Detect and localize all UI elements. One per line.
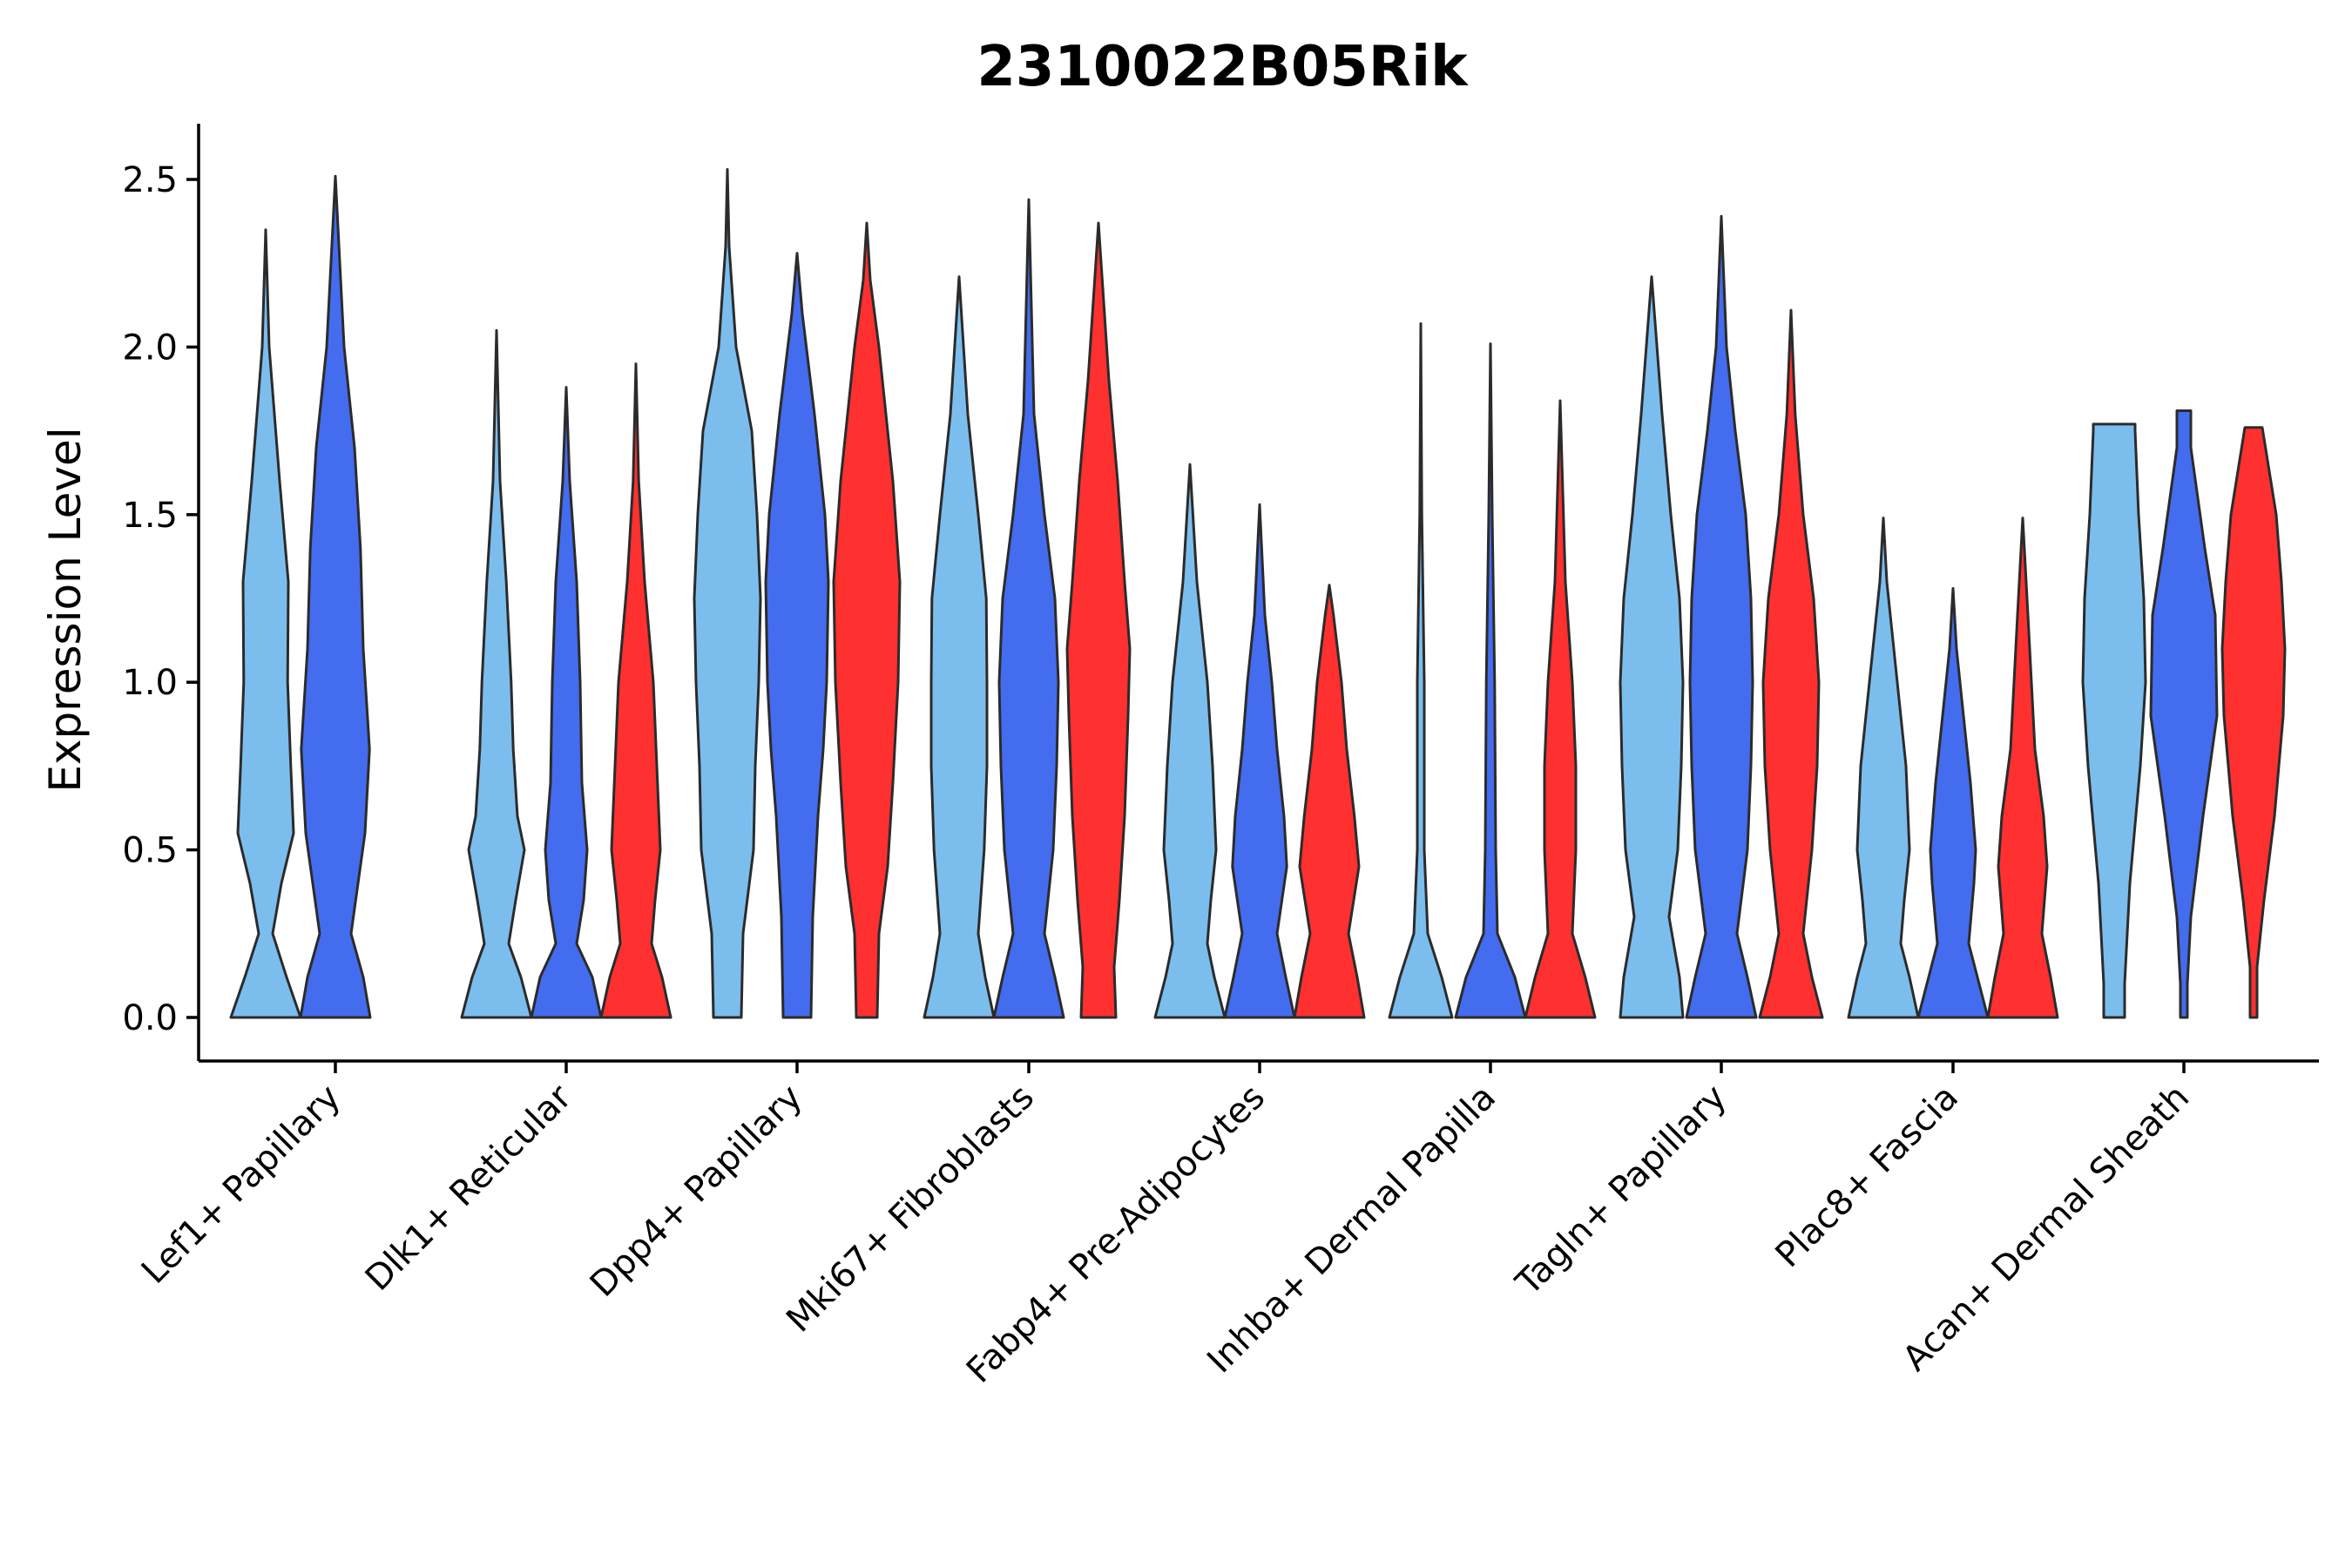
violin-red-2 bbox=[832, 221, 902, 1019]
violin-blue-3 bbox=[992, 198, 1065, 1019]
x-tick-label: Lef1+ Papillary bbox=[134, 1078, 348, 1292]
y-axis-title: Expression Level bbox=[40, 427, 91, 792]
violin-light-blue-8 bbox=[2081, 422, 2147, 1019]
x-tick-label: Plac8+ Fascia bbox=[1768, 1078, 1967, 1276]
chart-title: 2310022B05Rik bbox=[977, 35, 1469, 99]
y-tick-label: 1.5 bbox=[122, 496, 178, 536]
violin-group bbox=[229, 168, 2287, 1019]
violin-red-1 bbox=[599, 362, 672, 1019]
violin-blue-2 bbox=[764, 252, 830, 1019]
y-tick-label: 0.5 bbox=[122, 831, 178, 871]
x-tick-label: Dpp4+ Papillary bbox=[583, 1078, 810, 1305]
violin-blue-7 bbox=[1916, 587, 1990, 1019]
violin-light-blue-0 bbox=[229, 228, 302, 1019]
violin-red-4 bbox=[1293, 584, 1366, 1019]
y-tick-label: 2.0 bbox=[122, 328, 178, 368]
x-tick-label: Tagln+ Papillary bbox=[1508, 1078, 1734, 1304]
violin-red-7 bbox=[1986, 517, 2059, 1019]
violin-red-6 bbox=[1758, 308, 1824, 1019]
x-tick-label: Dlk1+ Reticular bbox=[358, 1077, 580, 1299]
violin-light-blue-3 bbox=[923, 275, 996, 1019]
violin-blue-1 bbox=[530, 386, 603, 1019]
violin-blue-0 bbox=[299, 174, 372, 1019]
violin-light-blue-4 bbox=[1153, 463, 1227, 1019]
violin-light-blue-7 bbox=[1847, 517, 1920, 1019]
violin-blue-8 bbox=[2149, 409, 2219, 1019]
violin-light-blue-6 bbox=[1619, 275, 1685, 1019]
y-tick-label: 1.0 bbox=[122, 663, 178, 703]
violin-blue-6 bbox=[1685, 214, 1758, 1019]
violin-red-5 bbox=[1524, 399, 1597, 1019]
y-tick-label: 0.0 bbox=[122, 998, 178, 1038]
violin-blue-4 bbox=[1223, 503, 1296, 1019]
violin-light-blue-5 bbox=[1388, 322, 1454, 1019]
x-axis: Lef1+ Papillary Dlk1+ Reticular Dpp4+ Papi… bbox=[134, 1059, 2319, 1391]
y-tick-label: 2.5 bbox=[122, 160, 178, 200]
violin-light-blue-1 bbox=[460, 328, 533, 1019]
x-tick-label: Mki67+ Fibroblasts bbox=[779, 1078, 1042, 1341]
violin-light-blue-2 bbox=[693, 168, 762, 1019]
violin-red-8 bbox=[2220, 426, 2287, 1019]
violin-red-3 bbox=[1065, 221, 1132, 1019]
y-axis: 0.0 0.5 1.0 1.5 2.0 2.5 bbox=[122, 124, 200, 1061]
violin-blue-5 bbox=[1454, 342, 1527, 1019]
